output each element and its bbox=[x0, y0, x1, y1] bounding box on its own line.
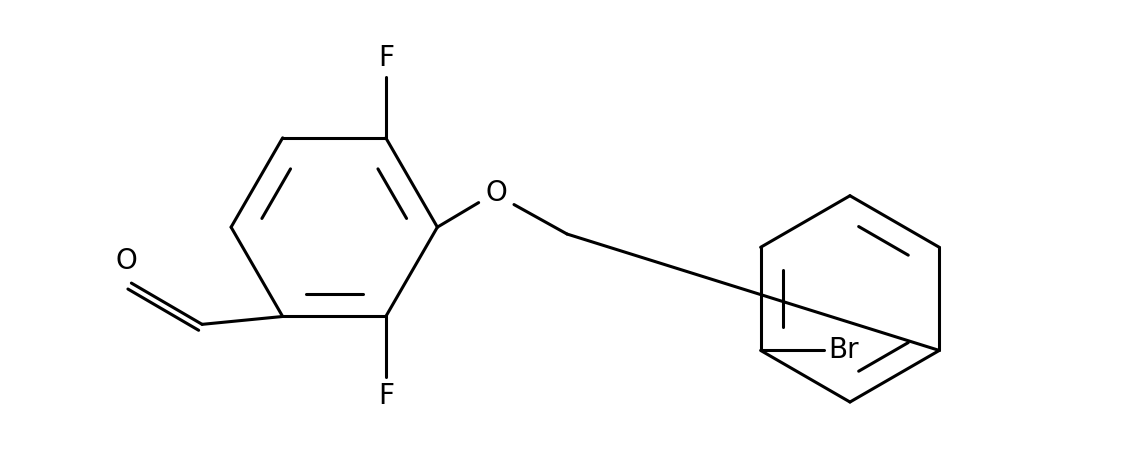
Text: O: O bbox=[486, 179, 507, 207]
Text: Br: Br bbox=[829, 337, 860, 364]
Text: O: O bbox=[115, 247, 137, 275]
Text: F: F bbox=[377, 382, 393, 410]
Text: F: F bbox=[377, 44, 393, 72]
